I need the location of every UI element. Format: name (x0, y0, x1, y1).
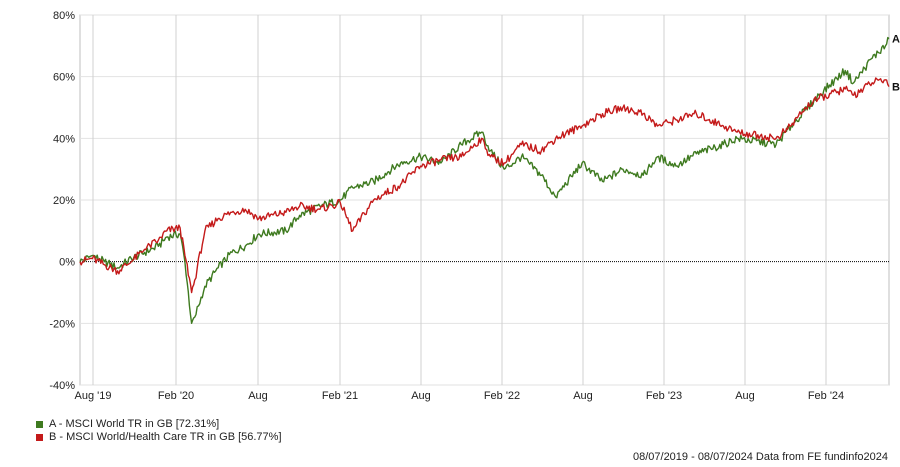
x-tick-label: Feb '21 (322, 390, 358, 402)
y-tick-label: 0% (59, 257, 75, 269)
series-line-a (79, 36, 890, 324)
legend-swatch-a (36, 421, 43, 428)
x-tick-label: Feb '23 (646, 390, 682, 402)
legend-item-b: B - MSCI World/Health Care TR in GB [56.… (36, 431, 282, 444)
y-tick-label: 20% (53, 195, 75, 207)
x-tick-label: Feb '22 (484, 390, 520, 402)
y-tick-label: 40% (53, 133, 75, 145)
x-tick-label: Aug (248, 390, 268, 402)
legend-swatch-b (36, 434, 43, 441)
axis-ticks: 80% 60% 40% 20% 0% -20% -40%Aug '19 Feb '20 Aug F… (49, 10, 844, 402)
footer-source: 08/07/2019 - 08/07/2024 Data from FE fun… (632, 451, 888, 463)
x-tick-label: Aug '19 (75, 390, 112, 402)
grid (79, 14, 890, 386)
series (79, 36, 890, 324)
y-tick-label: 80% (53, 10, 75, 22)
legend-label-b: B - MSCI World/Health Care TR in GB [56.… (49, 431, 282, 443)
x-tick-label: Aug (411, 390, 431, 402)
series-end-label-a: A (892, 34, 900, 46)
legend-item-a: A - MSCI World TR in GB [72.31%] (36, 418, 282, 431)
end-labels: AB (892, 34, 900, 94)
x-tick-label: Feb '24 (808, 390, 844, 402)
legend: A - MSCI World TR in GB [72.31%] B - MSC… (36, 418, 282, 444)
x-tick-label: Aug (573, 390, 593, 402)
y-tick-label: -40% (49, 380, 75, 392)
series-end-label-b: B (892, 82, 900, 94)
y-tick-label: -20% (49, 318, 75, 330)
series-line-b (79, 77, 890, 294)
x-tick-label: Feb '20 (158, 390, 194, 402)
y-tick-label: 60% (53, 72, 75, 84)
legend-label-a: A - MSCI World TR in GB [72.31%] (49, 418, 220, 430)
x-tick-label: Aug (735, 390, 755, 402)
